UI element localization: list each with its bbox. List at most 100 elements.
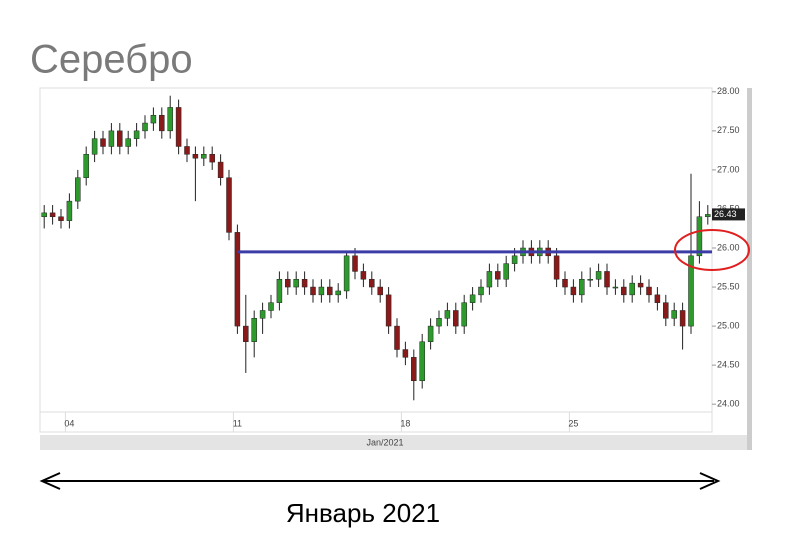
candle-body bbox=[83, 154, 89, 178]
candle-body bbox=[436, 318, 442, 327]
candle-body bbox=[360, 271, 367, 280]
candle-body bbox=[243, 325, 249, 342]
candle-body bbox=[402, 349, 409, 358]
candle-body bbox=[108, 130, 115, 147]
candle-body bbox=[133, 130, 140, 139]
candle-body bbox=[226, 177, 232, 233]
candle-body bbox=[679, 310, 686, 327]
candle-body bbox=[654, 294, 661, 303]
candle-body bbox=[217, 161, 224, 178]
candle-body bbox=[562, 278, 568, 288]
candle-body bbox=[184, 146, 190, 155]
candle-body bbox=[117, 130, 123, 147]
candle-body bbox=[268, 302, 274, 311]
candle-body bbox=[91, 138, 98, 155]
candle-body bbox=[159, 114, 165, 132]
candle-body bbox=[75, 177, 81, 202]
candle-body bbox=[495, 271, 501, 280]
candle-body bbox=[150, 114, 157, 124]
candle-body bbox=[125, 138, 131, 147]
candle-body bbox=[301, 278, 308, 288]
candle-body bbox=[293, 278, 299, 288]
candle-body bbox=[377, 286, 383, 296]
x-tick-label: 25 bbox=[568, 418, 578, 428]
candle-body bbox=[427, 325, 434, 342]
candle-body bbox=[621, 286, 627, 296]
candle-body bbox=[461, 302, 467, 327]
x-tick-label: 04 bbox=[64, 418, 74, 428]
candle-body bbox=[579, 278, 585, 296]
candle-body bbox=[142, 122, 148, 132]
candle-body bbox=[553, 255, 560, 280]
candle-body bbox=[646, 286, 652, 296]
candle-body bbox=[419, 341, 425, 382]
candle-body bbox=[696, 216, 703, 257]
candle-body bbox=[478, 286, 484, 296]
candle-body bbox=[276, 278, 283, 303]
candle-body bbox=[201, 154, 207, 159]
candle-body bbox=[66, 200, 73, 221]
candle-body bbox=[49, 212, 56, 218]
candle-body bbox=[352, 255, 358, 272]
candle-body bbox=[612, 286, 619, 289]
candle-body bbox=[310, 286, 316, 296]
candle-body bbox=[335, 290, 341, 296]
candle-body bbox=[318, 286, 325, 296]
candle-body bbox=[192, 154, 199, 159]
scrollbar bbox=[747, 88, 752, 450]
candle-body bbox=[394, 325, 400, 350]
arrow-heads bbox=[39, 472, 721, 490]
candle-body bbox=[385, 294, 392, 327]
y-tick-label: 25.50 bbox=[717, 281, 740, 291]
candle-body bbox=[411, 357, 417, 382]
candle-body bbox=[327, 286, 333, 296]
x-axis-band bbox=[40, 435, 752, 450]
candle-body bbox=[234, 232, 241, 327]
candle-body bbox=[503, 263, 509, 280]
candle-body bbox=[604, 271, 610, 288]
plot-area bbox=[39, 87, 713, 413]
highlight-ellipse bbox=[674, 229, 750, 271]
candle-body bbox=[100, 138, 106, 147]
candle-body bbox=[511, 255, 518, 264]
candle-body bbox=[259, 310, 266, 319]
candle-body bbox=[175, 107, 182, 147]
candle-body bbox=[167, 107, 173, 132]
caption: Январь 2021 bbox=[286, 498, 440, 528]
x-axis-label: Jan/2021 bbox=[366, 437, 403, 447]
candle-body bbox=[663, 302, 669, 319]
x-tick-label: 11 bbox=[233, 418, 242, 428]
candle-body bbox=[285, 278, 291, 288]
candle-body bbox=[209, 154, 215, 163]
y-tick-label: 27.50 bbox=[717, 125, 740, 135]
candle-body bbox=[629, 282, 635, 296]
candle-body bbox=[41, 212, 47, 218]
y-tick-label: 25.00 bbox=[717, 320, 740, 330]
candle-body bbox=[705, 214, 711, 218]
chart-title: Серебро bbox=[30, 38, 193, 82]
candle-body bbox=[444, 310, 451, 319]
y-tick-label: 24.50 bbox=[717, 360, 740, 370]
x-tick-label: 18 bbox=[400, 418, 410, 428]
candle-body bbox=[486, 271, 493, 288]
y-tick-label: 24.00 bbox=[717, 399, 740, 409]
candle-body bbox=[595, 271, 602, 280]
candle-body bbox=[570, 286, 577, 296]
candle-body bbox=[688, 255, 694, 327]
last-price-box bbox=[712, 208, 745, 221]
candle-body bbox=[637, 282, 644, 288]
y-tick-label: 27.00 bbox=[717, 164, 740, 174]
x-axis-strip bbox=[39, 411, 713, 433]
candle-body bbox=[251, 318, 257, 342]
candle-body bbox=[369, 278, 375, 288]
candle-body bbox=[469, 294, 476, 303]
candle-body bbox=[587, 278, 593, 281]
candle-body bbox=[58, 216, 64, 221]
y-tick-label: 26.50 bbox=[717, 203, 740, 213]
y-tick-label: 28.00 bbox=[717, 86, 740, 96]
candle-body bbox=[343, 255, 350, 292]
y-tick-label: 26.00 bbox=[717, 242, 740, 252]
candle-body bbox=[671, 310, 677, 319]
last-price-label: 26.43 bbox=[714, 209, 737, 219]
